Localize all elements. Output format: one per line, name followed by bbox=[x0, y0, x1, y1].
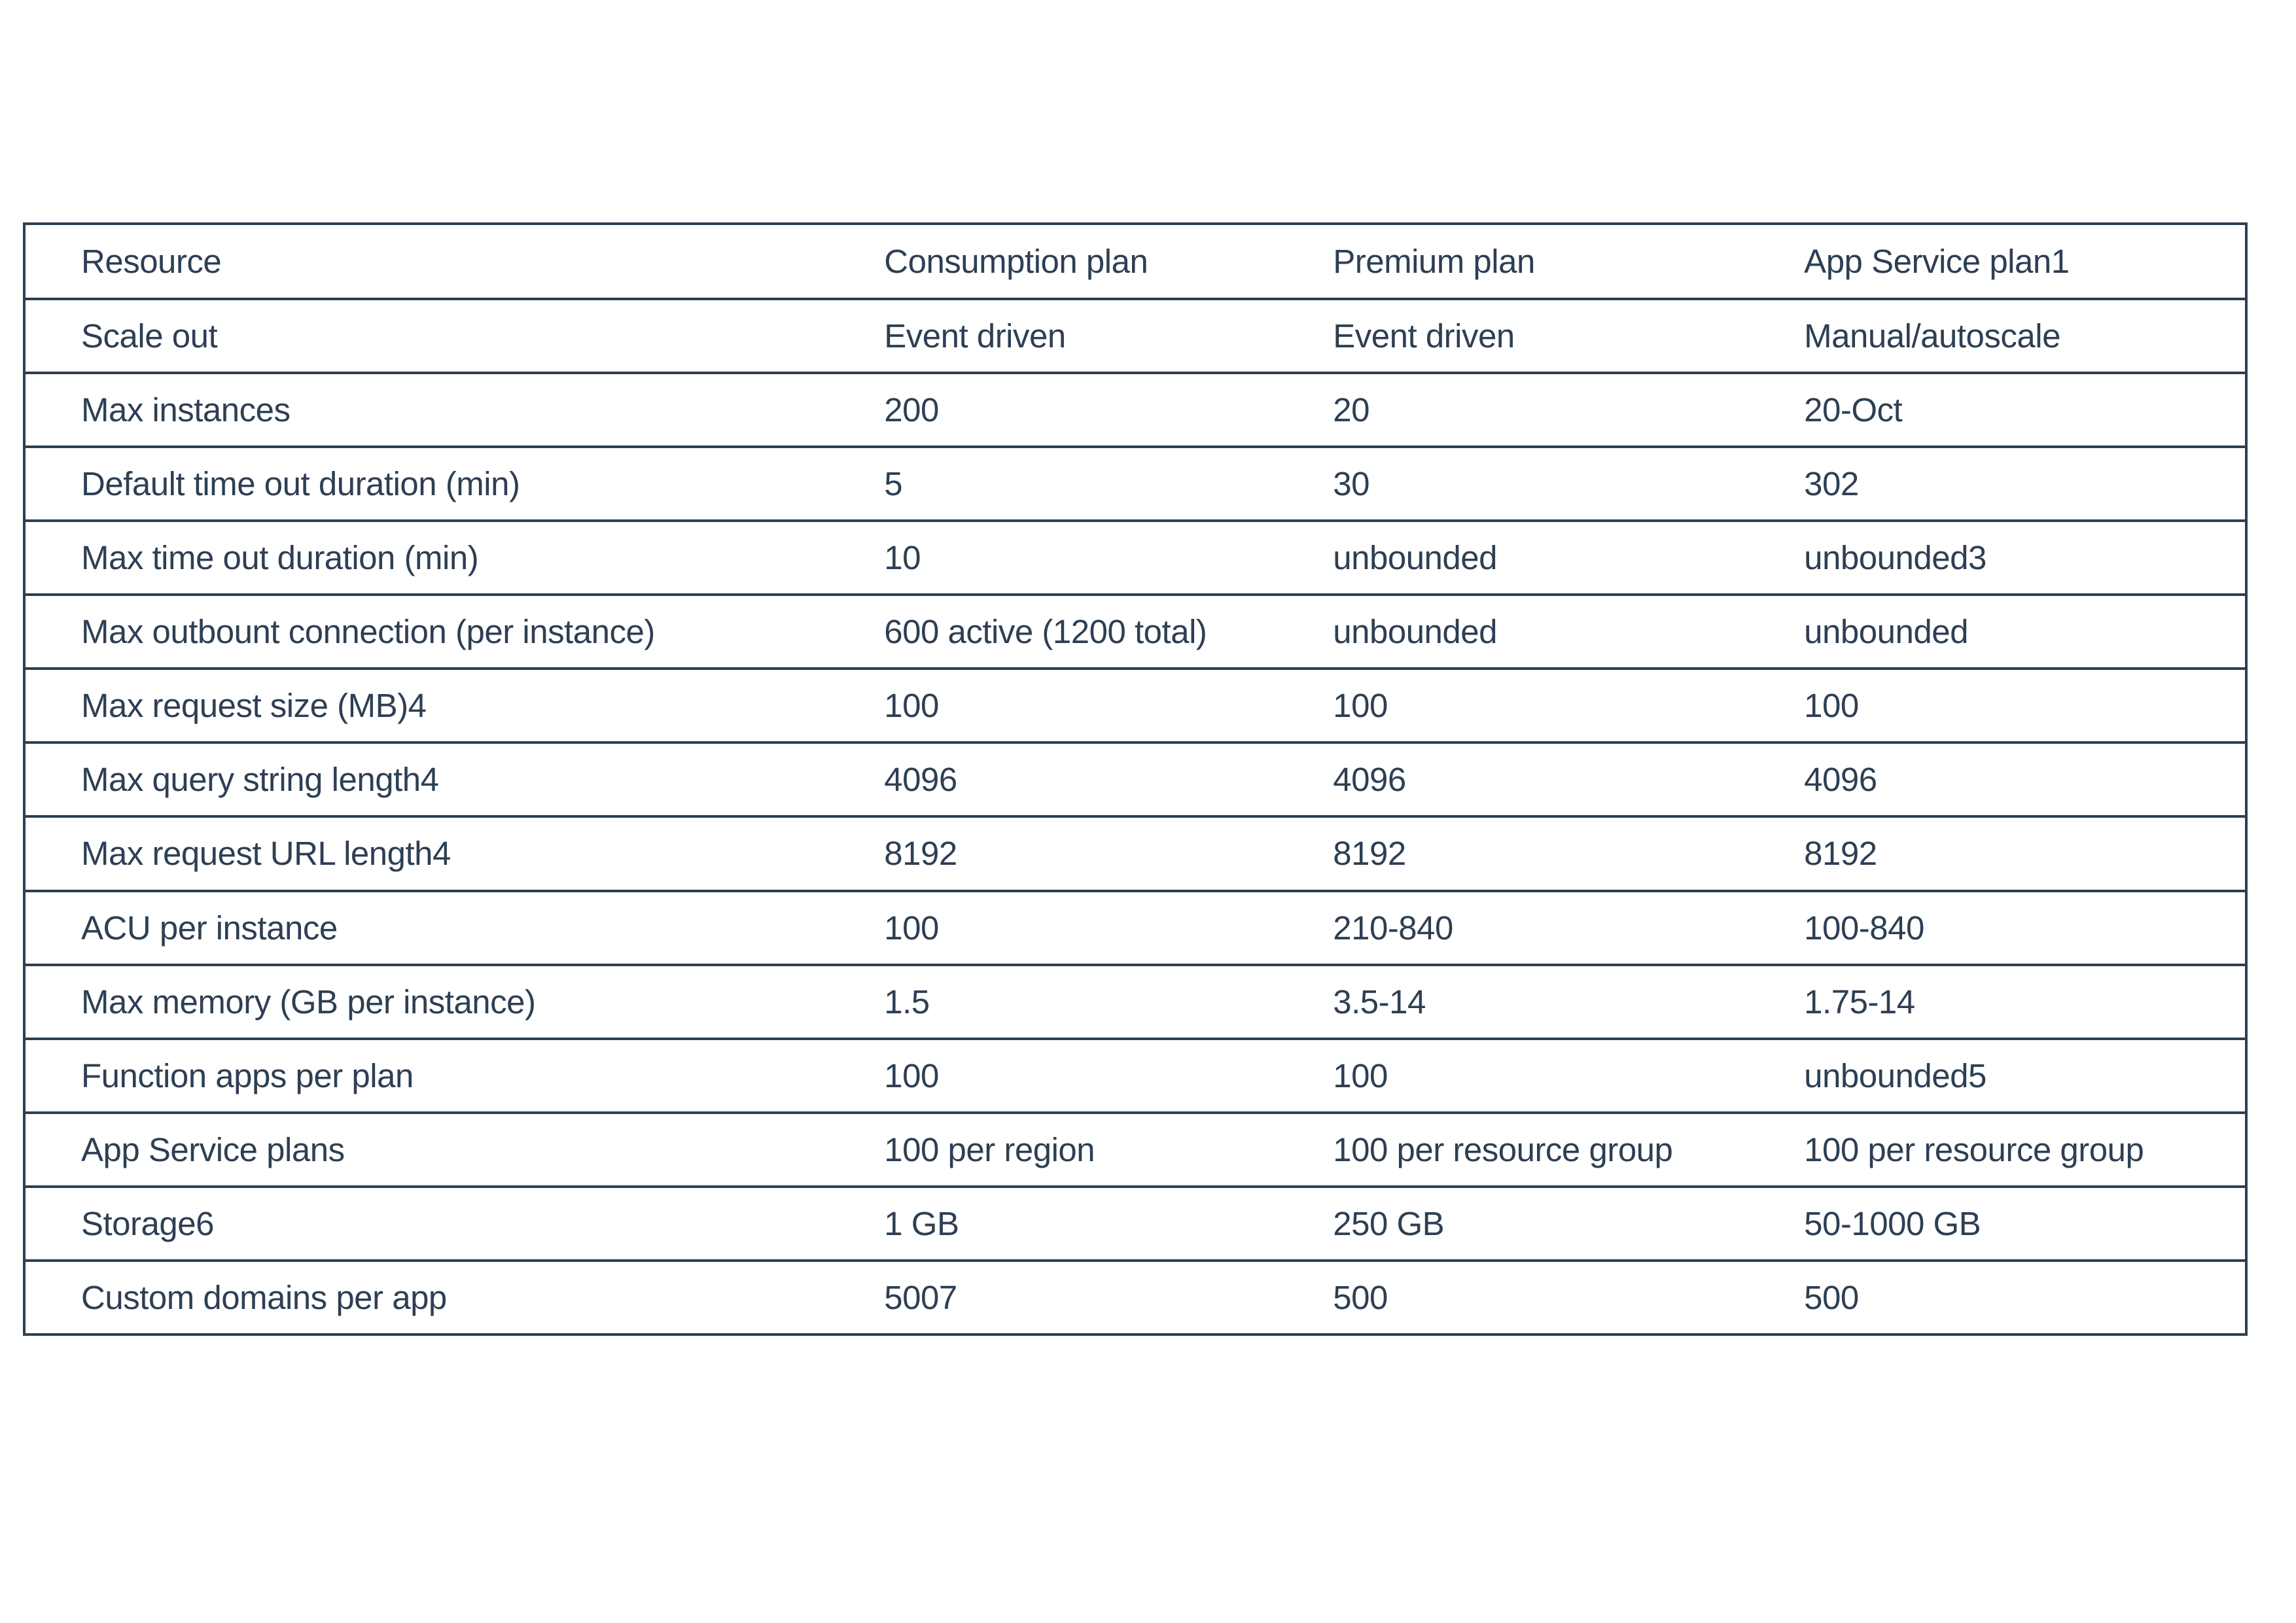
row-label: Max time out duration (min) bbox=[24, 521, 885, 597]
table-row: Storage6 1 GB 250 GB 50-1000 GB bbox=[24, 1186, 2246, 1262]
row-label: Max request URL length4 bbox=[24, 816, 885, 892]
table-cell: 30 bbox=[1333, 447, 1805, 523]
table-cell: 4096 bbox=[884, 742, 1333, 818]
row-label: Storage6 bbox=[24, 1186, 885, 1262]
plans-comparison-table: Resource Consumption plan Premium plan A… bbox=[23, 222, 2248, 1336]
table-cell: 20-Oct bbox=[1804, 373, 2246, 449]
row-label: Max outbount connection (per instance) bbox=[24, 595, 885, 671]
table-cell: 3.5-14 bbox=[1333, 964, 1805, 1040]
table-row: Max query string length4 4096 4096 4096 bbox=[24, 742, 2246, 818]
table-cell: 100 bbox=[1804, 669, 2246, 744]
table-row: Scale out Event driven Event driven Manual/… bbox=[24, 299, 2246, 375]
table-cell: unbounded bbox=[1333, 595, 1805, 671]
table-cell: 5 bbox=[884, 447, 1333, 523]
table-cell: 100 bbox=[1333, 669, 1805, 744]
table-cell: Event driven bbox=[1333, 299, 1805, 375]
table-cell: 500 bbox=[1333, 1260, 1805, 1336]
header-row: Resource Consumption plan Premium plan A… bbox=[24, 224, 2246, 300]
table-cell: 5007 bbox=[884, 1260, 1333, 1336]
table-cell: 100 per resource group bbox=[1804, 1112, 2246, 1188]
row-label: Max instances bbox=[24, 373, 885, 449]
row-label: Max request size (MB)4 bbox=[24, 669, 885, 744]
table-cell: 100 bbox=[1333, 1038, 1805, 1114]
table-cell: Manual/autoscale bbox=[1804, 299, 2246, 375]
column-header-app-service-plan: App Service plan1 bbox=[1804, 224, 2246, 300]
table-cell: 600 active (1200 total) bbox=[884, 595, 1333, 671]
table-cell: 4096 bbox=[1333, 742, 1805, 818]
table-cell: 50-1000 GB bbox=[1804, 1186, 2246, 1262]
table-row: Max request URL length4 8192 8192 8192 bbox=[24, 816, 2246, 892]
table-cell: unbounded bbox=[1333, 521, 1805, 597]
table-cell: 210-840 bbox=[1333, 890, 1805, 966]
table-row: Function apps per plan 100 100 unbounded5 bbox=[24, 1038, 2246, 1114]
table-cell: unbounded3 bbox=[1804, 521, 2246, 597]
table-cell: 8192 bbox=[1804, 816, 2246, 892]
table-cell: unbounded bbox=[1804, 595, 2246, 671]
table-cell: 500 bbox=[1804, 1260, 2246, 1336]
column-header-premium-plan: Premium plan bbox=[1333, 224, 1805, 300]
table-row: Max memory (GB per instance) 1.5 3.5-14 1.7… bbox=[24, 964, 2246, 1040]
table-cell: 4096 bbox=[1804, 742, 2246, 818]
table-cell: 10 bbox=[884, 521, 1333, 597]
table-row: App Service plans 100 per region 100 per r… bbox=[24, 1112, 2246, 1188]
table-row: Custom domains per app 5007 500 500 bbox=[24, 1260, 2246, 1336]
table-header: Resource Consumption plan Premium plan A… bbox=[24, 224, 2246, 300]
table-cell: 100 per region bbox=[884, 1112, 1333, 1188]
table-cell: 8192 bbox=[1333, 816, 1805, 892]
table-cell: 100 bbox=[884, 1038, 1333, 1114]
table-row: Max outbount connection (per instance) 60… bbox=[24, 595, 2246, 671]
table-row: Max instances 200 20 20-Oct bbox=[24, 373, 2246, 449]
table-cell: 100 bbox=[884, 669, 1333, 744]
row-label: Default time out duration (min) bbox=[24, 447, 885, 523]
row-label: Max memory (GB per instance) bbox=[24, 964, 885, 1040]
table-cell: 100 per resource group bbox=[1333, 1112, 1805, 1188]
table-cell: unbounded5 bbox=[1804, 1038, 2246, 1114]
row-label: App Service plans bbox=[24, 1112, 885, 1188]
row-label: Scale out bbox=[24, 299, 885, 375]
plans-comparison-table-container: Resource Consumption plan Premium plan A… bbox=[23, 222, 2248, 1336]
table-cell: 1 GB bbox=[884, 1186, 1333, 1262]
column-header-resource: Resource bbox=[24, 224, 885, 300]
table-row: Max request size (MB)4 100 100 100 bbox=[24, 669, 2246, 744]
row-label: ACU per instance bbox=[24, 890, 885, 966]
table-body: Scale out Event driven Event driven Manual/… bbox=[24, 299, 2246, 1336]
table-cell: 8192 bbox=[884, 816, 1333, 892]
table-row: ACU per instance 100 210-840 100-840 bbox=[24, 890, 2246, 966]
table-cell: 1.5 bbox=[884, 964, 1333, 1040]
row-label: Custom domains per app bbox=[24, 1260, 885, 1336]
table-row: Default time out duration (min) 5 30 302 bbox=[24, 447, 2246, 523]
table-cell: Event driven bbox=[884, 299, 1333, 375]
table-cell: 20 bbox=[1333, 373, 1805, 449]
table-cell: 1.75-14 bbox=[1804, 964, 2246, 1040]
table-cell: 302 bbox=[1804, 447, 2246, 523]
table-row: Max time out duration (min) 10 unbounded un… bbox=[24, 521, 2246, 597]
row-label: Function apps per plan bbox=[24, 1038, 885, 1114]
table-cell: 200 bbox=[884, 373, 1333, 449]
column-header-consumption-plan: Consumption plan bbox=[884, 224, 1333, 300]
table-cell: 100 bbox=[884, 890, 1333, 966]
table-cell: 250 GB bbox=[1333, 1186, 1805, 1262]
table-cell: 100-840 bbox=[1804, 890, 2246, 966]
row-label: Max query string length4 bbox=[24, 742, 885, 818]
